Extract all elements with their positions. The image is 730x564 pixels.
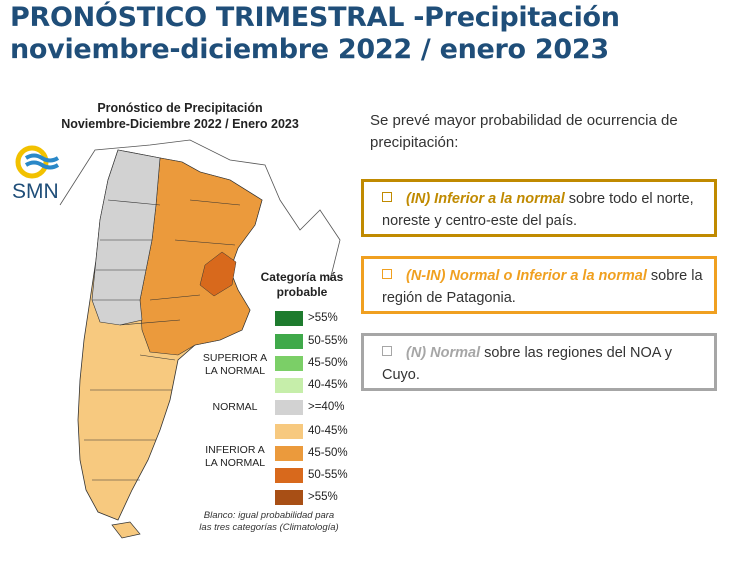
legend-title: Categoría más probable <box>252 270 352 300</box>
legend-swatch <box>275 378 303 393</box>
checkbox-bullet-icon <box>382 269 392 279</box>
tierra-del-fuego <box>111 521 141 539</box>
smn-logo-icon <box>15 145 60 179</box>
forecast-category: (N-IN) Normal o Inferior a la normal <box>406 268 647 284</box>
region-normal <box>91 149 161 326</box>
legend-group-superior: SUPERIOR A LA NORMAL <box>200 352 270 378</box>
legend-label: >55% <box>308 312 338 324</box>
legend-label: >=40% <box>308 401 345 413</box>
checkbox-bullet-icon <box>382 192 392 202</box>
legend-title-line-1: Categoría más <box>260 270 344 284</box>
legend-group-inferior-line-2: LA NORMAL <box>204 457 266 469</box>
region-inferior-45-50 <box>139 157 263 356</box>
intro-text: Se prevé mayor probabilidad de ocurrenci… <box>370 112 678 151</box>
province-borders <box>84 199 241 481</box>
legend-label: >55% <box>308 491 338 503</box>
legend-swatch <box>275 446 303 461</box>
region-inferior-50-55 <box>199 251 237 297</box>
legend-label: 50-55% <box>308 335 348 347</box>
neighbor-border <box>59 139 341 281</box>
forecast-description: sobre la región de Patagonia. <box>382 268 703 306</box>
legend-swatch <box>275 468 303 483</box>
legend-group-normal: NORMAL <box>212 401 258 413</box>
legend-swatch <box>275 356 303 371</box>
map-title-line-1: Pronóstico de Precipitación <box>97 101 263 115</box>
forecast-item: (N-IN) Normal o Inferior a la normal sob… <box>361 256 717 314</box>
forecast-description: sobre las regiones del NOA y Cuyo. <box>382 345 672 383</box>
legend-label: 40-45% <box>308 379 348 391</box>
legend-group-inferior: INFERIOR A LA NORMAL <box>200 444 270 470</box>
forecast-description: sobre todo el norte, noreste y centro-es… <box>382 191 694 229</box>
legend-group-superior-line-1: SUPERIOR A <box>202 352 268 364</box>
footnote-line-1: Blanco: igual probabilidad para <box>203 510 335 521</box>
forecast-item: (N) Normal sobre las regiones del NOA y … <box>361 333 717 391</box>
checkbox-bullet-icon <box>382 346 392 356</box>
legend-swatch <box>275 311 303 326</box>
map-title-line-2: Noviembre-Diciembre 2022 / Enero 2023 <box>61 117 299 131</box>
page-title: PRONÓSTICO TRIMESTRAL -Precipitación nov… <box>10 2 720 66</box>
legend-swatch <box>275 424 303 439</box>
title-line-1: PRONÓSTICO TRIMESTRAL -Precipitación <box>10 2 620 33</box>
legend-label: 50-55% <box>308 469 348 481</box>
forecast-item: (IN) Inferior a la normal sobre todo el … <box>361 179 717 237</box>
legend-label: 45-50% <box>308 447 348 459</box>
logo-text: SMN <box>12 180 59 203</box>
legend-label: 45-50% <box>308 357 348 369</box>
legend-swatch <box>275 334 303 349</box>
legend-group-inferior-line-1: INFERIOR A <box>205 444 265 456</box>
title-line-2: noviembre-diciembre 2022 / enero 2023 <box>10 34 609 65</box>
forecast-category: (N) Normal <box>406 345 481 361</box>
legend-title-line-2: probable <box>276 285 328 299</box>
map-title: Pronóstico de Precipitación Noviembre-Di… <box>40 100 320 132</box>
legend-footnote: Blanco: igual probabilidad para las tres… <box>184 510 354 534</box>
forecast-category: (IN) Inferior a la normal <box>406 191 565 207</box>
footnote-line-2: las tres categorías (Climatología) <box>199 522 339 533</box>
legend-swatch <box>275 490 303 505</box>
legend-swatch <box>275 400 303 415</box>
legend-label: 40-45% <box>308 425 348 437</box>
legend-group-superior-line-2: LA NORMAL <box>204 365 266 377</box>
